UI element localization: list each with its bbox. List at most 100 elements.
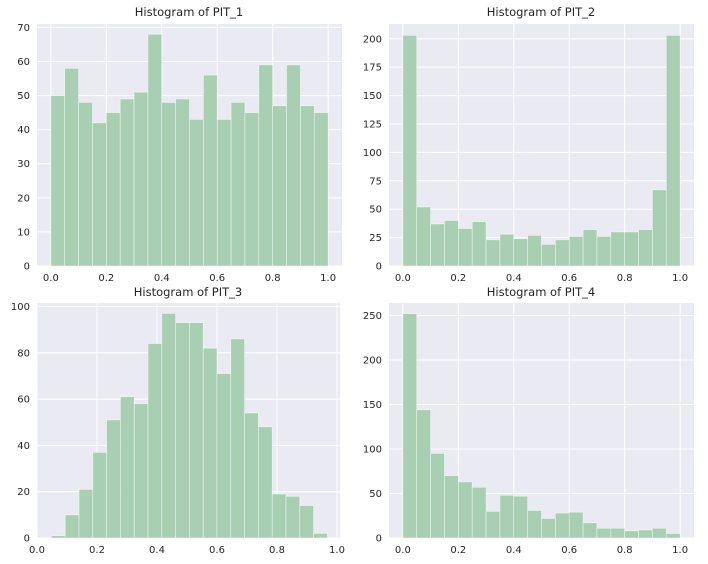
histogram-bar bbox=[485, 239, 501, 267]
histogram-bar bbox=[230, 338, 245, 539]
histogram-bar bbox=[471, 486, 487, 539]
histogram-bar bbox=[271, 493, 287, 539]
y-tick-label: 30 bbox=[17, 159, 30, 170]
histogram-bar bbox=[161, 313, 176, 539]
histogram-bar bbox=[230, 102, 246, 267]
histogram-bar bbox=[541, 244, 556, 267]
histogram-bar bbox=[189, 322, 204, 539]
histogram-bar bbox=[513, 495, 528, 539]
histogram-bar bbox=[444, 475, 459, 539]
y-tick-label: 60 bbox=[17, 395, 30, 406]
histogram-bar bbox=[202, 347, 218, 539]
panel-title-pit-3: Histogram of PIT_3 bbox=[134, 285, 242, 299]
panel-pit-1: Histogram of PIT_1 0.0 0.2 0.4 0.6 0.8 1.0 0 10… bbox=[17, 5, 342, 284]
histogram-bar bbox=[444, 220, 459, 267]
histogram-bar bbox=[665, 35, 681, 267]
histogram-bar bbox=[568, 511, 584, 539]
x-tick-label: 0.6 bbox=[209, 545, 225, 556]
histogram-bar bbox=[147, 343, 163, 539]
histogram-bar bbox=[92, 122, 107, 267]
x-tick-label: 0.0 bbox=[395, 273, 411, 284]
y-tick-label: 70 bbox=[17, 23, 30, 34]
y-tick-label: 200 bbox=[363, 355, 382, 366]
histogram-bar bbox=[244, 412, 259, 539]
histogram-bar bbox=[203, 74, 218, 267]
y-tick-label: 100 bbox=[11, 302, 30, 313]
histogram-bar bbox=[285, 496, 301, 539]
histogram-bar bbox=[527, 510, 542, 539]
histogram-bar bbox=[458, 481, 473, 539]
histogram-bar bbox=[300, 105, 315, 267]
x-tick-label: 1.0 bbox=[672, 273, 688, 284]
histogram-bar bbox=[119, 98, 135, 267]
y-tick-label: 0 bbox=[24, 262, 30, 273]
histogram-bar bbox=[402, 35, 418, 267]
panel-pit-4: Histogram of PIT_4 0.0 0.2 0.4 0.6 0.8 1.0 0 50… bbox=[363, 285, 694, 556]
y-tick-label: 10 bbox=[17, 227, 30, 238]
y-tick-label: 250 bbox=[363, 311, 382, 322]
y-tick-label: 40 bbox=[17, 125, 30, 136]
x-tick-label: 0.2 bbox=[450, 545, 466, 556]
histogram-bar bbox=[189, 119, 204, 267]
y-tick-label: 60 bbox=[17, 57, 30, 68]
x-tick-label: 0.4 bbox=[154, 273, 170, 284]
y-tick-label: 175 bbox=[363, 63, 382, 74]
x-tick-label: 0.2 bbox=[450, 273, 466, 284]
histogram-bar bbox=[78, 102, 93, 267]
histogram-bar bbox=[313, 112, 329, 267]
histogram-bar bbox=[416, 206, 431, 267]
x-tick-label: 0.8 bbox=[617, 545, 633, 556]
x-tick-label: 1.0 bbox=[320, 273, 336, 284]
x-tick-label: 0.6 bbox=[209, 273, 225, 284]
y-tick-label: 50 bbox=[369, 489, 382, 500]
y-tick-label: 125 bbox=[363, 119, 382, 130]
histogram-bar bbox=[652, 189, 667, 267]
histogram-bar bbox=[64, 68, 79, 267]
x-tick-label: 1.0 bbox=[672, 545, 688, 556]
x-tick-label: 0.8 bbox=[269, 545, 285, 556]
x-tick-label: 0.0 bbox=[395, 545, 411, 556]
panel-title-pit-4: Histogram of PIT_4 bbox=[487, 285, 595, 299]
histogram-bar bbox=[416, 409, 431, 539]
histogram-bar bbox=[582, 229, 598, 267]
x-tick-label: 1.0 bbox=[329, 545, 345, 556]
histogram-bar bbox=[665, 533, 681, 539]
y-tick-label: 0 bbox=[376, 262, 382, 273]
y-tick-label: 150 bbox=[363, 400, 382, 411]
histogram-bar bbox=[50, 95, 66, 267]
histogram-bar bbox=[610, 527, 625, 539]
panel-pit-2: Histogram of PIT_2 0.0 0.2 0.4 0.6 0.8 1.0 0 25… bbox=[363, 5, 694, 284]
histogram-bar bbox=[430, 223, 445, 267]
histogram-bar bbox=[51, 535, 66, 539]
histogram-bar bbox=[638, 529, 653, 539]
y-tick-label: 200 bbox=[363, 34, 382, 45]
histogram-bar bbox=[299, 505, 314, 539]
y-tick-label: 50 bbox=[369, 205, 382, 216]
histogram-bar bbox=[216, 373, 232, 539]
histogram-bar bbox=[430, 453, 445, 539]
histogram-bar bbox=[147, 33, 163, 267]
y-tick-label: 150 bbox=[363, 91, 382, 102]
y-tick-label: 80 bbox=[17, 348, 30, 359]
histogram-bar bbox=[175, 98, 190, 267]
x-tick-label: 0.4 bbox=[506, 273, 522, 284]
y-tick-label: 20 bbox=[17, 487, 30, 498]
panel-title-pit-2: Histogram of PIT_2 bbox=[487, 5, 595, 19]
histogram-bar bbox=[272, 105, 287, 267]
y-tick-label: 20 bbox=[17, 193, 30, 204]
histogram-bar bbox=[652, 527, 667, 539]
histogram-bar bbox=[120, 396, 135, 539]
histogram-bar bbox=[624, 231, 639, 267]
x-tick-label: 0.4 bbox=[149, 545, 165, 556]
histogram-bar bbox=[216, 119, 232, 267]
histogram-bar bbox=[92, 452, 107, 539]
histogram-bar bbox=[133, 403, 149, 539]
x-tick-label: 0.8 bbox=[265, 273, 281, 284]
histogram-bar bbox=[258, 426, 273, 539]
x-tick-label: 0.0 bbox=[43, 273, 59, 284]
histogram-bar bbox=[78, 489, 94, 539]
histogram-bar bbox=[244, 112, 260, 267]
histogram-bar bbox=[106, 112, 121, 267]
y-tick-label: 100 bbox=[363, 444, 382, 455]
